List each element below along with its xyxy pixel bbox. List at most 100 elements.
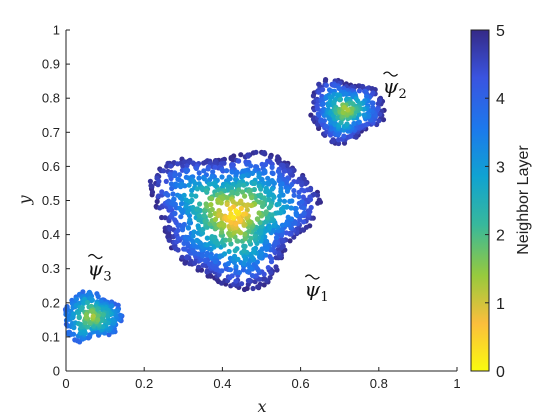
data-point	[168, 163, 174, 169]
data-point	[94, 307, 100, 313]
data-point	[323, 123, 329, 129]
data-point	[225, 183, 231, 189]
annotation-symbol: ψ	[383, 74, 399, 98]
data-point	[301, 205, 307, 211]
data-point	[258, 186, 264, 192]
data-point	[301, 210, 307, 216]
data-point	[230, 181, 236, 187]
data-point	[194, 237, 200, 243]
data-point	[356, 119, 362, 125]
data-point	[193, 193, 199, 199]
data-point	[192, 181, 198, 187]
data-point	[163, 178, 169, 184]
data-points	[62, 77, 387, 345]
data-point	[175, 235, 181, 241]
data-point	[336, 140, 342, 147]
data-point	[186, 182, 192, 188]
data-point	[279, 181, 285, 187]
data-point	[160, 168, 167, 174]
data-point	[325, 103, 332, 109]
data-point	[148, 183, 154, 189]
data-point	[336, 85, 342, 91]
x-tick-label: 0.6	[292, 376, 310, 391]
data-point	[84, 299, 91, 306]
data-point	[184, 163, 190, 169]
data-point	[261, 271, 267, 277]
y-tick-label: 0.9	[42, 57, 60, 72]
data-point	[265, 265, 271, 271]
data-point	[95, 293, 101, 300]
annotation-subscript: 2	[399, 87, 407, 102]
data-point	[149, 189, 156, 195]
data-point	[206, 181, 212, 187]
data-point	[204, 203, 210, 209]
data-point	[340, 109, 346, 116]
data-point	[208, 254, 214, 260]
data-point	[228, 185, 235, 191]
data-point	[167, 171, 173, 177]
data-point	[208, 212, 214, 218]
data-point	[196, 175, 202, 181]
data-point	[170, 191, 176, 197]
y-tick-label: 0.6	[42, 159, 60, 174]
data-point	[236, 269, 242, 276]
data-point	[95, 317, 101, 323]
data-point	[261, 195, 267, 201]
data-point	[224, 201, 230, 207]
data-point	[337, 97, 343, 103]
data-point	[189, 197, 195, 203]
data-point	[264, 245, 270, 251]
data-point	[202, 218, 208, 224]
data-point	[216, 222, 222, 228]
data-point	[229, 273, 235, 279]
data-point	[203, 188, 210, 194]
x-tick-label: 0.8	[370, 376, 388, 391]
data-point	[197, 201, 203, 207]
data-point	[296, 194, 302, 200]
data-point	[238, 205, 244, 212]
data-point	[229, 169, 235, 175]
data-point	[196, 170, 202, 176]
data-point	[179, 254, 185, 260]
annotation-subscript: 3	[103, 270, 111, 285]
data-point	[327, 95, 333, 101]
data-point	[72, 337, 78, 343]
data-point	[236, 158, 242, 164]
data-point	[178, 207, 184, 213]
data-point	[242, 243, 248, 249]
data-point	[268, 256, 275, 262]
x-axis-label: x	[257, 397, 266, 416]
annotation-symbol: ψ	[87, 257, 103, 281]
x-tick-label: 1	[453, 376, 460, 391]
data-point	[204, 269, 210, 275]
data-point	[253, 149, 259, 155]
data-point	[287, 198, 293, 204]
data-point	[300, 194, 306, 200]
tilde-mark	[304, 274, 320, 280]
colorbar-tick-label: 0	[496, 364, 505, 381]
data-point	[252, 233, 258, 239]
data-point	[227, 237, 233, 243]
data-point	[233, 208, 239, 214]
data-point	[84, 324, 91, 330]
data-point	[226, 248, 232, 255]
data-point	[178, 214, 184, 220]
y-tick-label: 0.7	[42, 125, 60, 140]
data-point	[73, 296, 79, 302]
data-point	[345, 107, 351, 113]
data-point	[276, 201, 282, 207]
data-point	[233, 221, 239, 227]
data-point	[244, 207, 250, 213]
data-point	[239, 189, 246, 195]
data-point	[332, 82, 339, 89]
data-point	[271, 193, 277, 199]
data-point	[196, 251, 202, 257]
data-point	[173, 219, 179, 225]
data-point	[250, 249, 257, 255]
annotation-subscript: 1	[320, 290, 328, 305]
data-point	[330, 137, 336, 143]
data-point	[180, 227, 186, 233]
data-point	[172, 201, 178, 207]
